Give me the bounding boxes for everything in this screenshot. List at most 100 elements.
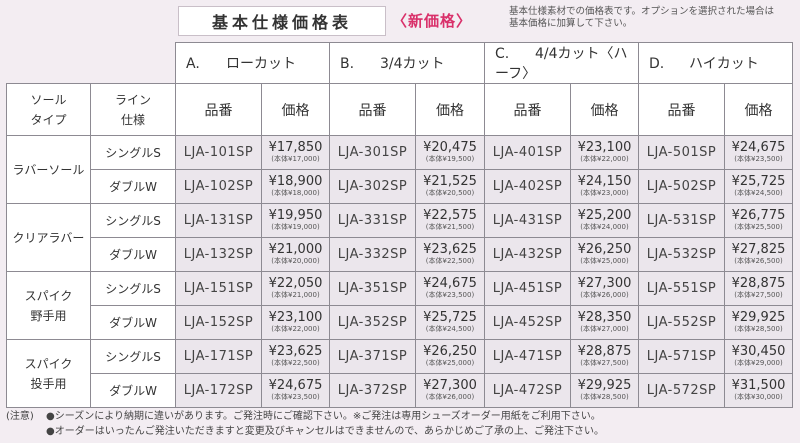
category-d-header: D. ハイカット (638, 42, 793, 84)
price-cell: ¥24,675 (本体¥23,500) (415, 271, 485, 306)
category-name: 4/4カット〈ハーフ〉 (495, 46, 628, 82)
price-value: ¥25,725 (731, 174, 786, 189)
sole-type-cell: クリアラバー (6, 203, 91, 272)
category-b-header: B. 3/4カット (329, 42, 485, 84)
product-code-cell: LJA-352SP (329, 305, 416, 340)
price-value: ¥27,825 (731, 242, 786, 257)
category-letter: D. (649, 56, 665, 72)
price-column-header: 価格 (570, 83, 639, 136)
price-value: ¥18,900 (268, 174, 323, 189)
table-row: ダブルW LJA-172SP ¥24,675 (本体¥23,500) LJA-372SP… (7, 373, 793, 408)
table-corner (7, 43, 176, 84)
product-code-cell: LJA-351SP (329, 271, 416, 306)
price-value: ¥28,350 (577, 310, 632, 325)
price-value: ¥23,100 (268, 310, 323, 325)
line-spec-cell: シングルS (90, 203, 176, 238)
code-column-header: 品番 (175, 83, 262, 136)
price-column-header: 価格 (724, 83, 793, 136)
base-price-value: (本体¥24,500) (734, 189, 783, 197)
product-code-cell: LJA-472SP (484, 373, 571, 408)
price-value: ¥26,775 (731, 208, 786, 223)
category-letter: C. (495, 46, 510, 62)
line-spec-header: ライン 仕様 (90, 83, 176, 136)
base-price-value: (本体¥23,500) (271, 393, 320, 401)
price-cell: ¥17,850 (本体¥17,000) (261, 135, 330, 170)
price-value: ¥26,250 (423, 344, 477, 359)
category-letter: A. (186, 56, 200, 72)
price-value: ¥25,725 (423, 310, 477, 325)
price-value: ¥24,150 (577, 174, 632, 189)
product-code-cell: LJA-572SP (638, 373, 725, 408)
price-value: ¥30,450 (731, 344, 786, 359)
base-price-value: (本体¥26,000) (425, 393, 475, 401)
base-price-value: (本体¥24,500) (425, 325, 475, 333)
price-cell: ¥29,925 (本体¥28,500) (570, 373, 639, 408)
price-cell: ¥27,300 (本体¥26,000) (415, 373, 485, 408)
product-code-cell: LJA-471SP (484, 339, 571, 374)
header-note-line: 基本仕様素材での価格表です。オプションを選択された場合は (509, 6, 775, 17)
price-value: ¥31,500 (731, 378, 786, 393)
base-price-value: (本体¥19,000) (271, 223, 320, 231)
price-value: ¥28,875 (731, 276, 786, 291)
table-row: ダブルW LJA-152SP ¥23,100 (本体¥22,000) LJA-352SP… (7, 305, 793, 340)
price-cell: ¥28,875 (本体¥27,500) (724, 271, 793, 306)
product-code-cell: LJA-502SP (638, 169, 725, 204)
price-cell: ¥26,250 (本体¥25,000) (570, 237, 639, 272)
base-price-value: (本体¥25,000) (580, 257, 629, 265)
sole-type-header: ソール タイプ (6, 83, 91, 136)
base-price-value: (本体¥27,000) (580, 325, 629, 333)
line-spec-cell: シングルS (90, 339, 176, 374)
product-code-cell: LJA-172SP (175, 373, 262, 408)
price-cell: ¥31,500 (本体¥30,000) (724, 373, 793, 408)
base-price-value: (本体¥21,500) (425, 223, 475, 231)
price-cell: ¥23,625 (本体¥22,500) (415, 237, 485, 272)
product-code-cell: LJA-171SP (175, 339, 262, 374)
price-value: ¥27,300 (577, 276, 632, 291)
product-code-cell: LJA-301SP (329, 135, 416, 170)
price-cell: ¥24,675 (本体¥23,500) (724, 135, 793, 170)
product-code-cell: LJA-451SP (484, 271, 571, 306)
product-code-cell: LJA-151SP (175, 271, 262, 306)
product-code-cell: LJA-551SP (638, 271, 725, 306)
product-code-cell: LJA-501SP (638, 135, 725, 170)
table-row: クリアラバー シングルS LJA-131SP ¥19,950 (本体¥19,000) LJ… (6, 203, 793, 272)
base-price-value: (本体¥22,500) (425, 257, 475, 265)
base-price-value: (本体¥27,500) (734, 291, 783, 299)
product-code-cell: LJA-101SP (175, 135, 262, 170)
base-price-value: (本体¥30,000) (734, 393, 783, 401)
price-cell: ¥24,675 (本体¥23,500) (261, 373, 330, 408)
price-cell: ¥26,775 (本体¥25,500) (724, 203, 793, 238)
line-spec-cell: ダブルW (90, 169, 176, 204)
price-cell: ¥27,300 (本体¥26,000) (570, 271, 639, 306)
sole-type-cell: スパイク 野手用 (6, 271, 91, 340)
product-code-cell: LJA-302SP (329, 169, 416, 204)
product-code-cell: LJA-402SP (484, 169, 571, 204)
price-value: ¥23,625 (268, 344, 323, 359)
product-code-cell: LJA-152SP (175, 305, 262, 340)
product-code-cell: LJA-401SP (484, 135, 571, 170)
category-name: 3/4カット (380, 56, 445, 72)
price-cell: ¥22,575 (本体¥21,500) (415, 203, 485, 238)
price-value: ¥23,100 (577, 140, 632, 155)
line-spec-cell: シングルS (90, 271, 176, 306)
price-cell: ¥19,950 (本体¥19,000) (261, 203, 330, 238)
line-spec-cell: シングルS (90, 135, 176, 170)
price-value: ¥23,625 (423, 242, 477, 257)
base-price-value: (本体¥25,000) (425, 359, 475, 367)
price-cell: ¥25,725 (本体¥24,500) (724, 169, 793, 204)
line-spec-cell: ダブルW (90, 237, 176, 272)
price-column-header: 価格 (415, 83, 485, 136)
product-code-cell: LJA-102SP (175, 169, 262, 204)
line-spec-cell: ダブルW (90, 373, 176, 408)
base-price-value: (本体¥29,000) (734, 359, 783, 367)
base-price-value: (本体¥25,500) (734, 223, 783, 231)
base-price-value: (本体¥26,000) (580, 291, 629, 299)
price-value: ¥25,200 (577, 208, 632, 223)
base-price-value: (本体¥17,000) (271, 155, 320, 163)
price-cell: ¥25,200 (本体¥24,000) (570, 203, 639, 238)
base-price-value: (本体¥28,500) (734, 325, 783, 333)
product-code-cell: LJA-532SP (638, 237, 725, 272)
category-name: ハイカット (689, 56, 759, 72)
code-column-header: 品番 (638, 83, 725, 136)
price-value: ¥17,850 (268, 140, 323, 155)
